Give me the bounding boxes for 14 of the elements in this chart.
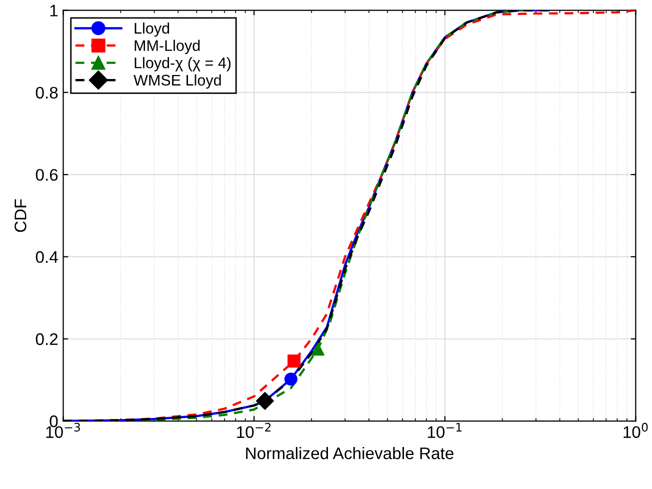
y-axis-title: CDF [14,199,26,232]
x-tick-label: 10$^{−2}$ [237,422,271,438]
legend-label: MM-Lloyd [134,40,200,54]
legend-label: Lloyd [134,22,170,37]
y-tick-label: 0.8 [36,86,58,99]
y-tick-label: 0.4 [36,251,58,263]
x-tick-label: 10$^{0}$ [624,422,648,438]
y-tick-label: 0.2 [36,333,58,346]
x-axis-title: Normalized Achievable Rate [246,446,454,460]
legend-label: Lloyd-χ (χ = 4) [134,57,231,72]
legend-label: WMSE Lloyd [134,74,221,89]
x-tick-label: 10$^{−1}$ [428,422,462,438]
y-tick-label: 1 [50,4,58,16]
y-tick-label: 0.6 [36,168,58,181]
